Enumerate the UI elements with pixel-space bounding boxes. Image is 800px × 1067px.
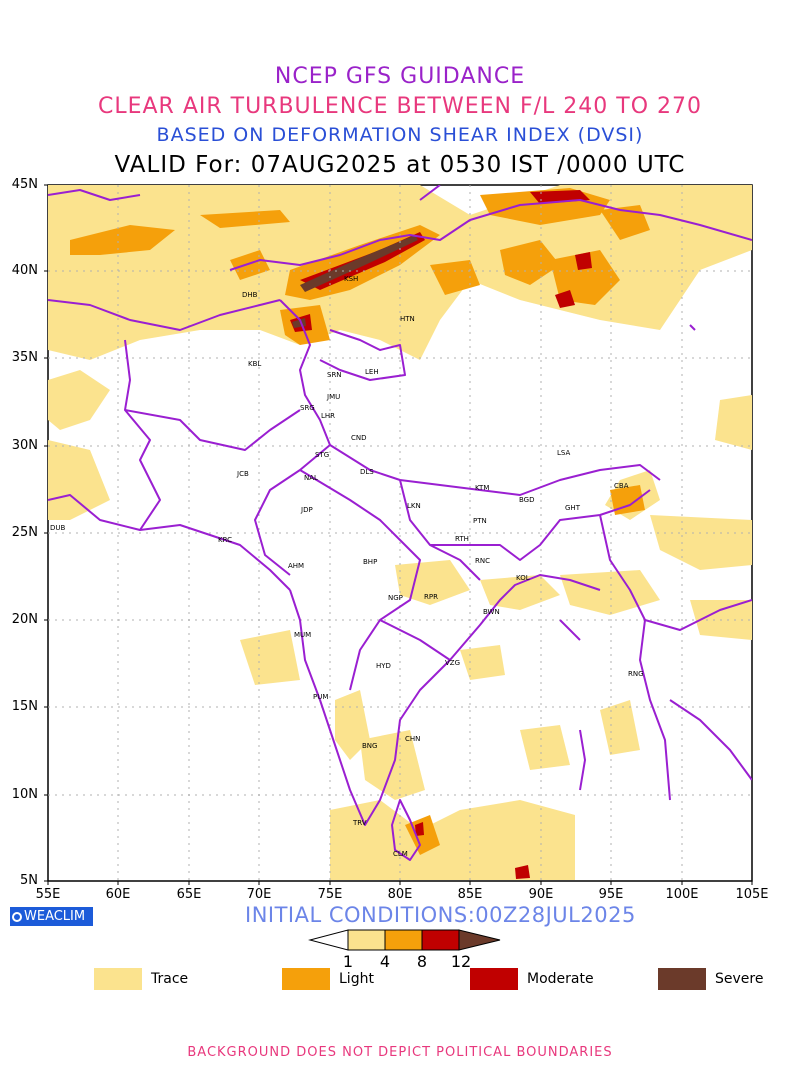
legend-swatch-severe bbox=[658, 968, 706, 990]
station-label: HYD bbox=[376, 662, 391, 670]
station-label: LEH bbox=[365, 368, 379, 376]
lon-label: 75E bbox=[317, 887, 343, 902]
station-label: PTN bbox=[473, 517, 487, 525]
station-label: CND bbox=[351, 434, 367, 442]
lat-label: 20N bbox=[11, 612, 38, 627]
station-label: JDP bbox=[300, 506, 313, 514]
station-label: DUB bbox=[50, 524, 66, 532]
station-label: RNG bbox=[628, 670, 644, 678]
lon-label: 55E bbox=[35, 887, 61, 902]
station-label: LSA bbox=[557, 449, 570, 457]
station-label: GHT bbox=[565, 504, 581, 512]
graticule bbox=[48, 185, 752, 881]
station-label: CLM bbox=[393, 850, 408, 858]
station-label: KSH bbox=[344, 275, 358, 283]
legend-label-light: Light bbox=[339, 971, 374, 987]
lat-label: 10N bbox=[11, 787, 38, 802]
station-label: KOL bbox=[516, 574, 530, 582]
colorbar-tick: 12 bbox=[450, 952, 472, 971]
station-label: KBL bbox=[248, 360, 261, 368]
station-label: DHB bbox=[242, 291, 258, 299]
map-title-line2: CLEAR AIR TURBULENCE BETWEEN F/L 240 TO … bbox=[97, 94, 703, 119]
station-label: CHN bbox=[405, 735, 420, 743]
station-label: RNC bbox=[475, 557, 490, 565]
lon-label: 60E bbox=[105, 887, 131, 902]
colorbar-tick: 1 bbox=[342, 952, 354, 971]
station-label: VZG bbox=[445, 659, 460, 667]
legend-label-moderate: Moderate bbox=[527, 971, 594, 987]
station-label: DLS bbox=[360, 468, 374, 476]
lat-label: 45N bbox=[11, 177, 38, 192]
weaclim-logo: WEACLIM bbox=[10, 907, 93, 926]
logo-text: WEACLIM bbox=[24, 909, 86, 924]
lon-label: 100E bbox=[665, 887, 699, 902]
lat-label: 5N bbox=[20, 873, 38, 888]
map-valid-time: VALID For: 07AUG2025 at 0530 IST /0000 U… bbox=[114, 152, 686, 178]
legend-swatch-trace bbox=[94, 968, 142, 990]
lon-label: 65E bbox=[176, 887, 202, 902]
station-label: BHP bbox=[363, 558, 377, 566]
axis-ticks bbox=[44, 184, 753, 885]
lat-label: 15N bbox=[11, 699, 38, 714]
station-label: CBA bbox=[614, 482, 629, 490]
lon-label: 85E bbox=[457, 887, 483, 902]
station-label: PUM bbox=[313, 693, 328, 701]
station-label: BNG bbox=[362, 742, 377, 750]
station-labels: DHB KSH HTN KBL SRN LEH JMU SRG LHR CND … bbox=[50, 275, 644, 858]
lon-label: 105E bbox=[735, 887, 769, 902]
station-label: NAL bbox=[304, 474, 318, 482]
lat-label: 35N bbox=[11, 350, 38, 365]
station-label: JCB bbox=[236, 470, 249, 478]
legend-swatch-light bbox=[282, 968, 330, 990]
legend-label-severe: Severe bbox=[715, 971, 764, 987]
lon-label: 70E bbox=[246, 887, 272, 902]
station-label: HTN bbox=[400, 315, 415, 323]
map-title-line1: NCEP GFS GUIDANCE bbox=[274, 64, 526, 89]
station-label: KTM bbox=[475, 484, 489, 492]
trace-area-layer bbox=[48, 185, 752, 880]
station-label: MUM bbox=[294, 631, 311, 639]
station-label: NGP bbox=[388, 594, 403, 602]
station-label: SRN bbox=[327, 371, 342, 379]
initial-conditions: INITIAL CONDITIONS:00Z28JUL2025 bbox=[245, 903, 636, 927]
lon-label: 90E bbox=[528, 887, 554, 902]
legend-swatch-moderate bbox=[470, 968, 518, 990]
colorbar-tick: 4 bbox=[379, 952, 391, 971]
colorbar-tick: 8 bbox=[416, 952, 428, 971]
station-label: BWN bbox=[483, 608, 500, 616]
boundary-disclaimer: BACKGROUND DOES NOT DEPICT POLITICAL BOU… bbox=[187, 1045, 613, 1060]
boundary-lines bbox=[48, 185, 752, 861]
station-label: RTH bbox=[455, 535, 469, 543]
logo-ring-icon bbox=[12, 912, 22, 922]
lat-label: 25N bbox=[11, 525, 38, 540]
station-label: AHM bbox=[288, 562, 304, 570]
lat-label: 40N bbox=[11, 263, 38, 278]
station-label: KRC bbox=[218, 536, 232, 544]
lat-label: 30N bbox=[11, 438, 38, 453]
lon-label: 80E bbox=[387, 887, 413, 902]
station-label: BGD bbox=[519, 496, 535, 504]
map-title-line3: BASED ON DEFORMATION SHEAR INDEX (DVSI) bbox=[156, 124, 644, 146]
legend-label-trace: Trace bbox=[151, 971, 189, 987]
station-label: SRG bbox=[300, 404, 315, 412]
station-label: STG bbox=[315, 451, 329, 459]
station-label: LHR bbox=[321, 412, 335, 420]
station-label: RPR bbox=[424, 593, 438, 601]
station-label: LKN bbox=[407, 502, 421, 510]
lon-label: 95E bbox=[598, 887, 624, 902]
station-label: JMU bbox=[326, 393, 340, 401]
station-label: TRV bbox=[352, 819, 367, 827]
